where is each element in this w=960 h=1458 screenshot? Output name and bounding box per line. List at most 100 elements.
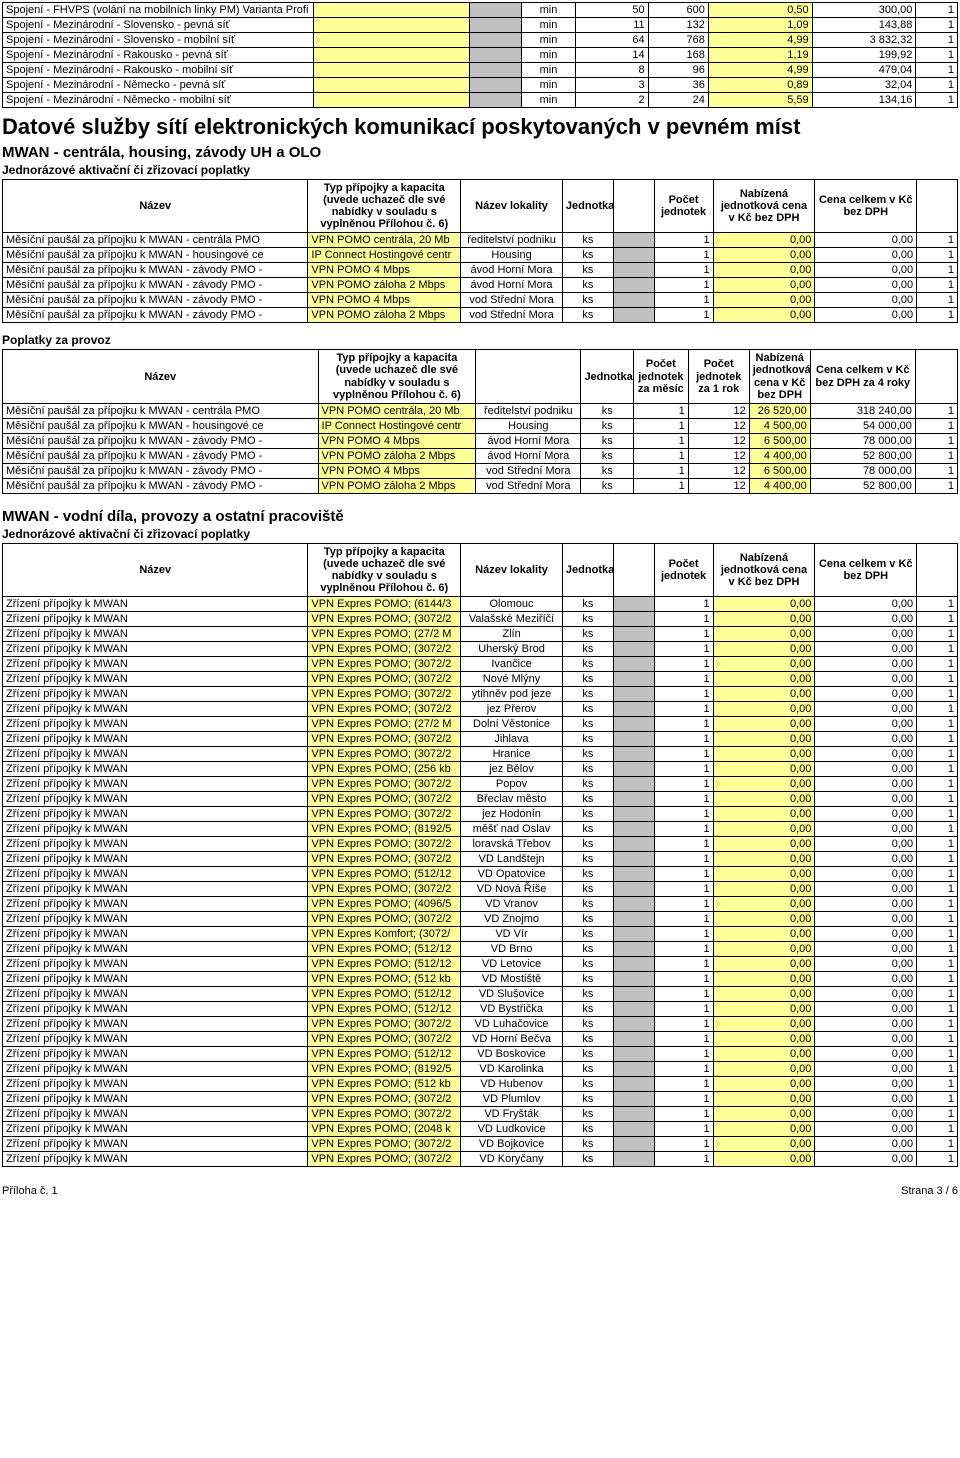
cell-total: 0,00: [815, 852, 917, 867]
main-heading: Datové služby sítí elektronických komuni…: [2, 114, 958, 140]
cell-total: 300,00: [812, 3, 916, 18]
cell-name: Zřízení přípojky k MWAN: [3, 897, 308, 912]
cell-unit-price: 0,00: [713, 717, 815, 732]
cell-unit-price: 0,00: [713, 912, 815, 927]
cell-name: Zřízení přípojky k MWAN: [3, 702, 308, 717]
table-row: Zřízení přípojky k MWANVPN Expres POMO; …: [3, 762, 958, 777]
cell-flag: 1: [917, 308, 958, 323]
cell-unit-price: 6 500,00: [749, 433, 810, 448]
table-row: Měsíční paušál za přípojku k MWAN - hous…: [3, 418, 958, 433]
cell-total: 52 800,00: [810, 478, 915, 493]
cell-flag: 1: [917, 822, 958, 837]
th-locality: Název lokality: [461, 180, 563, 233]
cell-unit-price: 0,00: [713, 263, 815, 278]
cell-flag: 1: [917, 717, 958, 732]
cell-total: 0,00: [815, 248, 917, 263]
cell-name: Zřízení přípojky k MWAN: [3, 717, 308, 732]
cell-unit-price: 0,00: [713, 897, 815, 912]
cell-flag: 1: [917, 263, 958, 278]
cell-locality: VD Brno: [461, 942, 563, 957]
cell-total: 0,00: [815, 837, 917, 852]
cell-total: 0,00: [815, 732, 917, 747]
cell-type: VPN Expres POMO; (512/12: [308, 867, 461, 882]
cell-flag: 1: [917, 897, 958, 912]
th-count-year: Počet jednotek za 1 rok: [688, 350, 749, 403]
cell-unit: ks: [562, 762, 613, 777]
cell-locality: VD Letovice: [461, 957, 563, 972]
cell-grey-empty: [613, 897, 654, 912]
cell-grey-empty: [613, 1047, 654, 1062]
cell-count: 1: [654, 597, 713, 612]
cell-yellow-empty: [314, 78, 470, 93]
cell-type: VPN Expres POMO; (3072/2: [308, 1032, 461, 1047]
cell-total: 0,00: [815, 1107, 917, 1122]
cell-type: VPN Expres POMO; (3072/2: [308, 1092, 461, 1107]
cell-unit-price: 4,99: [708, 33, 812, 48]
cell-grey-empty: [613, 747, 654, 762]
table-row: Zřízení přípojky k MWANVPN Expres POMO; …: [3, 1047, 958, 1062]
cell-flag: 1: [917, 792, 958, 807]
cell-name: Zřízení přípojky k MWAN: [3, 777, 308, 792]
cell-unit: ks: [562, 852, 613, 867]
cell-total: 0,00: [815, 762, 917, 777]
cell-total: 0,00: [815, 717, 917, 732]
cell-grey-empty: [613, 1122, 654, 1137]
table-row: Zřízení přípojky k MWANVPN Expres POMO; …: [3, 777, 958, 792]
cell-flag: 1: [915, 448, 957, 463]
cell-flag: 1: [917, 927, 958, 942]
cell-unit: ks: [562, 897, 613, 912]
cell-grey-empty: [613, 927, 654, 942]
cell-name: Měsíční paušál za přípojku k MWAN - cent…: [3, 403, 319, 418]
cell-unit: ks: [562, 1092, 613, 1107]
cell-count: 1: [654, 612, 713, 627]
cell-flag: 1: [917, 762, 958, 777]
cell-count: 1: [654, 747, 713, 762]
table-row: Měsíční paušál za přípojku k MWAN - závo…: [3, 278, 958, 293]
cell-unit-price: 0,00: [713, 672, 815, 687]
section1-heading: MWAN - centrála, housing, závody UH a OL…: [2, 144, 958, 161]
cell-count: 1: [654, 1077, 713, 1092]
cell-unit: ks: [562, 822, 613, 837]
cell-unit-price: 1,19: [708, 48, 812, 63]
table-row: Zřízení přípojky k MWANVPN Expres POMO; …: [3, 882, 958, 897]
cell-unit-price: 0,00: [713, 642, 815, 657]
cell-count: 1: [654, 627, 713, 642]
cell-flag: 1: [916, 33, 958, 48]
table-row: Zřízení přípojky k MWANVPN Expres POMO; …: [3, 657, 958, 672]
cell-total: 0,00: [815, 308, 917, 323]
cell-type: VPN Expres POMO; (3072/2: [308, 732, 461, 747]
th-count: Počet jednotek: [654, 543, 713, 596]
cell-type: VPN POMO 4 Mbps: [318, 463, 476, 478]
cell-name: Spojení - Mezinárodní - Slovensko - pevn…: [3, 18, 314, 33]
cell-count: 1: [654, 897, 713, 912]
cell-count-year: 12: [688, 448, 749, 463]
cell-unit-price: 0,00: [713, 1107, 815, 1122]
cell-name: Zřízení přípojky k MWAN: [3, 762, 308, 777]
table-row: Spojení - FHVPS (volání na mobilních lin…: [3, 3, 958, 18]
cell-grey-empty: [613, 762, 654, 777]
cell-type: VPN Expres POMO; (3072/2: [308, 612, 461, 627]
cell-unit: ks: [562, 987, 613, 1002]
cell-qty: 11: [575, 18, 648, 33]
cell-locality: VD Koryčany: [461, 1152, 563, 1167]
cell-unit: min: [522, 18, 576, 33]
cell-grey-empty: [613, 807, 654, 822]
cell-total: 0,00: [815, 1122, 917, 1137]
cell-locality: VD Landštejn: [461, 852, 563, 867]
cell-count: 1: [654, 308, 713, 323]
cell-type: VPN Expres POMO; (27/2 M: [308, 627, 461, 642]
cell-count: 1: [654, 1032, 713, 1047]
cell-name: Zřízení přípojky k MWAN: [3, 1137, 308, 1152]
cell-type: VPN Expres POMO; (512 kb: [308, 972, 461, 987]
cell-total: 0,00: [815, 672, 917, 687]
cell-unit-price: 0,00: [713, 248, 815, 263]
cell-unit-price: 0,00: [713, 308, 815, 323]
cell-yellow-empty: [314, 63, 470, 78]
cell-locality: ytihněv pod jeze: [461, 687, 563, 702]
cell-unit: ks: [562, 912, 613, 927]
cell-total: 0,00: [815, 807, 917, 822]
cell-unit: ks: [562, 612, 613, 627]
cell-locality: loravská Třebov: [461, 837, 563, 852]
cell-total: 32,04: [812, 78, 916, 93]
cell-flag: 1: [917, 627, 958, 642]
